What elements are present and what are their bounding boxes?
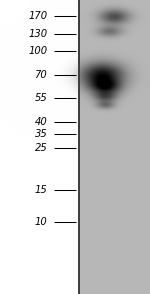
Text: 25: 25: [34, 143, 47, 153]
Text: 130: 130: [28, 29, 47, 39]
Text: 40: 40: [34, 117, 47, 127]
Text: 100: 100: [28, 46, 47, 56]
Text: 35: 35: [34, 129, 47, 139]
Text: 10: 10: [34, 217, 47, 227]
Text: 55: 55: [34, 93, 47, 103]
Text: 15: 15: [34, 185, 47, 195]
Text: 170: 170: [28, 11, 47, 21]
Text: 70: 70: [34, 70, 47, 80]
